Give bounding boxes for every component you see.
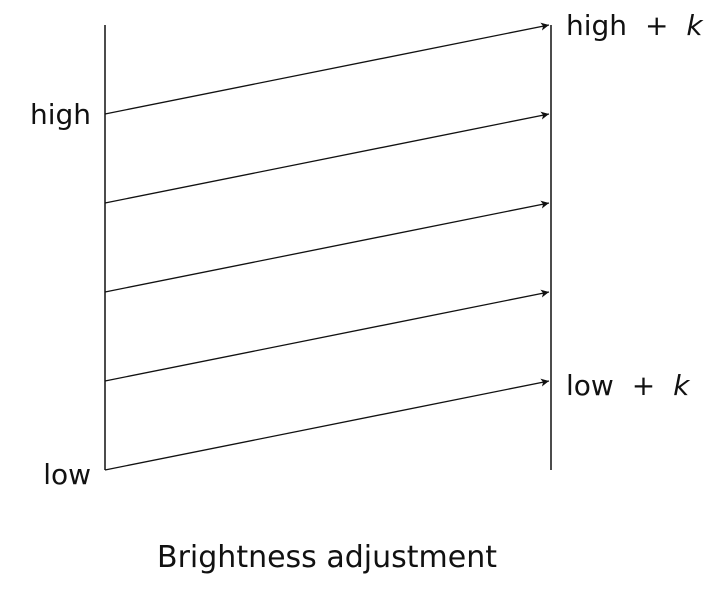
mapping-arrow [104, 111, 550, 204]
caption: Brightness adjustment [157, 540, 497, 575]
right-high-k: k [686, 9, 704, 42]
right-low-k: k [673, 369, 691, 402]
mapping-arrow [104, 22, 550, 115]
right-low-plus: + [632, 369, 655, 402]
right-high-plus: + [645, 9, 668, 42]
right-high-label: high + k [566, 9, 704, 42]
right-high-base: high [566, 9, 627, 42]
mapping-arrow [104, 200, 550, 293]
mapping-arrow [104, 289, 550, 382]
right-low-base: low [566, 369, 614, 402]
left-low-label: low [43, 458, 91, 491]
right-low-label: low + k [566, 369, 691, 402]
left-high-label: high [30, 98, 91, 131]
mapping-arrow [104, 378, 550, 471]
mapping-arrows [104, 22, 550, 471]
